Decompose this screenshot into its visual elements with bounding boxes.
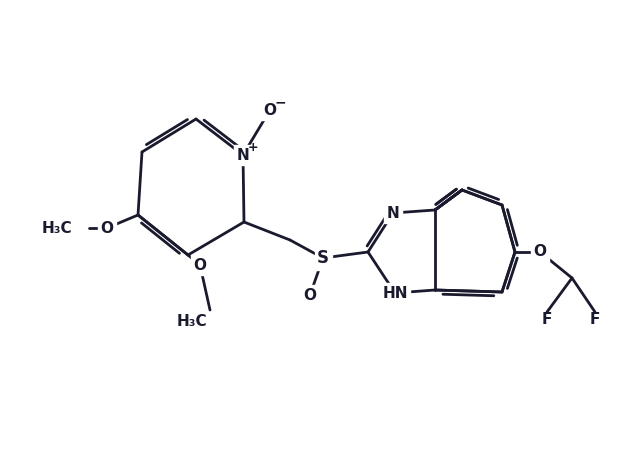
- Text: +: +: [248, 141, 259, 154]
- Text: O: O: [100, 220, 113, 235]
- Text: N: N: [237, 148, 250, 163]
- Text: H₃C: H₃C: [42, 220, 72, 235]
- Text: O: O: [303, 288, 317, 303]
- Text: O: O: [534, 244, 547, 259]
- Text: HN: HN: [382, 285, 408, 300]
- Text: O: O: [264, 102, 276, 118]
- Text: −: −: [274, 95, 286, 109]
- Text: H₃C: H₃C: [177, 314, 207, 329]
- Text: F: F: [590, 313, 600, 328]
- Text: N: N: [387, 205, 399, 220]
- Text: S: S: [317, 249, 329, 267]
- Text: F: F: [542, 313, 552, 328]
- Text: O: O: [193, 258, 207, 273]
